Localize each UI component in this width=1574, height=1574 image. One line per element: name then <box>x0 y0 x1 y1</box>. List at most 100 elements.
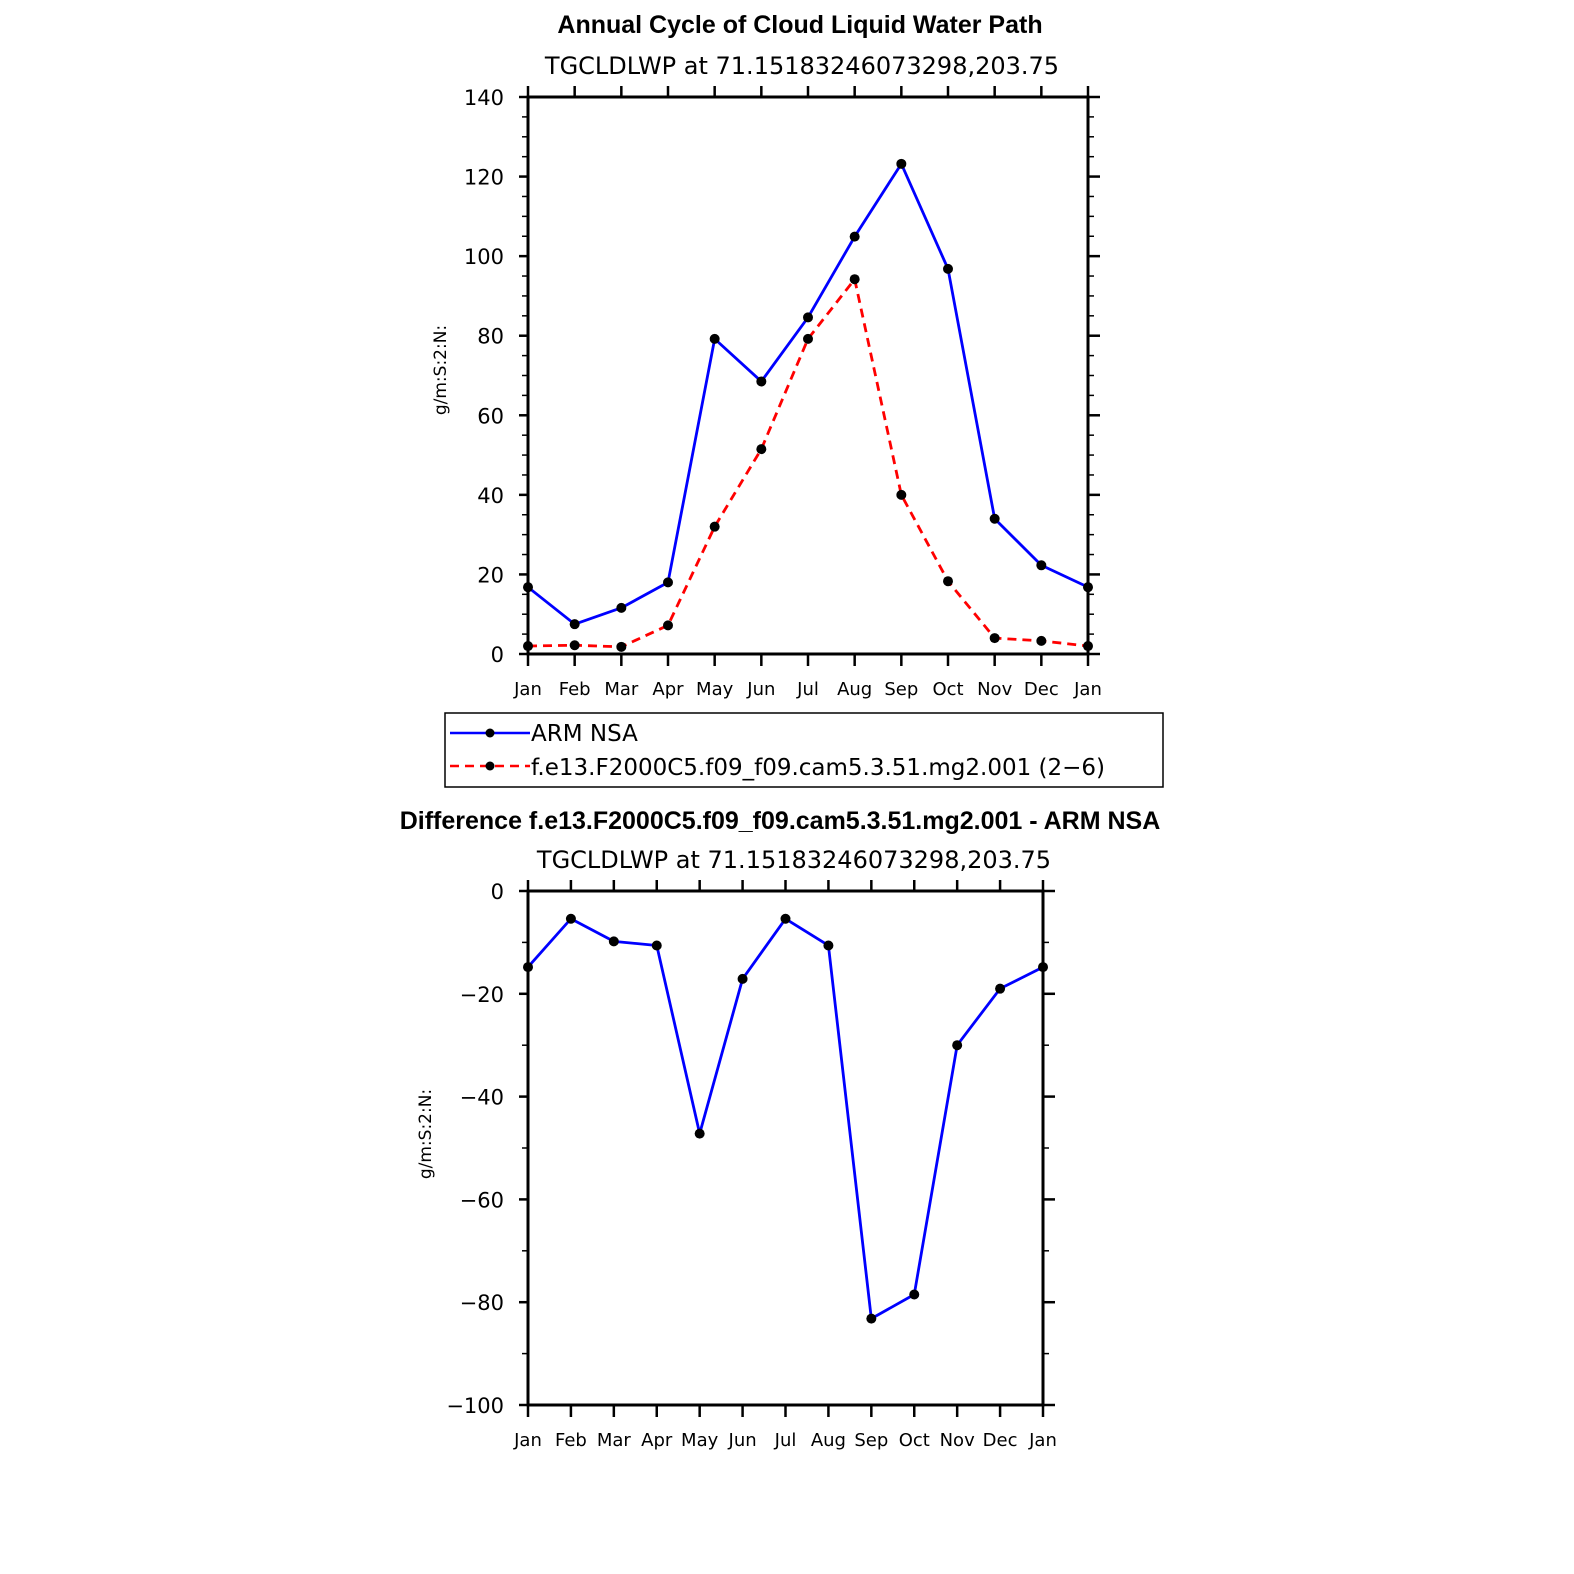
y-tick-label: 0 <box>491 880 504 904</box>
x-tick-label: Sep <box>884 679 918 700</box>
legend-label-model: f.e13.F2000C5.f09_f09.cam5.3.51.mg2.001 … <box>531 755 1105 781</box>
series-1-point <box>663 620 673 631</box>
chart-subtitle: TGCLDLWP at 71.15183246073298,203.75 <box>536 846 1051 874</box>
y-tick-label: −20 <box>460 983 504 1007</box>
x-tick-label: Nov <box>977 679 1012 700</box>
series-1-point <box>896 489 907 500</box>
series-0-point <box>803 312 813 323</box>
chart-subtitle: TGCLDLWP at 71.15183246073298,203.75 <box>544 52 1059 80</box>
plot-frame <box>526 95 1090 656</box>
series-0-point <box>995 983 1006 994</box>
legend-label-arm-nsa: ARM NSA <box>531 721 638 747</box>
series-0-point <box>849 231 860 242</box>
legend: ARM NSA f.e13.F2000C5.f09_f09.cam5.3.51.… <box>444 712 1164 788</box>
series-1-point <box>756 444 767 455</box>
x-tick-label: Jan <box>1028 1430 1057 1451</box>
x-tick-label: Apr <box>641 1430 673 1451</box>
series-0-point <box>663 577 673 588</box>
x-tick-label: Dec <box>1024 679 1059 700</box>
series-1-point <box>943 576 953 587</box>
series-0-point <box>651 940 662 951</box>
legend-frame <box>444 712 1164 788</box>
series-layer <box>523 158 1093 652</box>
series-0-point <box>866 1313 877 1324</box>
series-0-point <box>952 1040 963 1051</box>
x-tick-label: Jan <box>513 1430 542 1451</box>
y-tick-label: −80 <box>460 1291 504 1315</box>
series-0-point <box>823 940 834 951</box>
series-0-point <box>616 602 627 613</box>
x-tick-label: Jul <box>774 1430 797 1451</box>
x-tick-label: Oct <box>899 1430 930 1451</box>
x-tick-label: Feb <box>559 679 591 700</box>
series-0-point <box>943 263 953 274</box>
series-1-point <box>803 333 813 344</box>
x-tick-label: Oct <box>932 679 963 700</box>
y-tick-label: 20 <box>477 563 504 587</box>
x-tick-label: Jun <box>746 679 775 700</box>
series-line-0 <box>527 162 1089 626</box>
y-tick-label: 0 <box>491 643 504 667</box>
y-tick-label: 80 <box>477 325 504 349</box>
y-tick-label: 100 <box>464 245 504 269</box>
x-tick-label: Feb <box>555 1430 587 1451</box>
series-0-point <box>989 513 1000 524</box>
axes-frame: −100 −80 −60 −40 −20 0 Jan Feb Mar Apr May Jun Jul Au… <box>446 880 1057 1451</box>
series-line-0 <box>526 917 1044 1321</box>
series-layer <box>523 913 1048 1324</box>
series-0-point <box>608 936 619 947</box>
x-tick-label: May <box>681 1430 719 1451</box>
series-0-point <box>780 913 791 924</box>
x-tick-label: Dec <box>983 1430 1018 1451</box>
series-0-point <box>523 962 533 973</box>
series-0-point <box>756 376 767 387</box>
series-1-point <box>989 633 1000 644</box>
series-1-point <box>1083 641 1093 652</box>
x-tick-label: May <box>696 679 734 700</box>
series-0-point <box>523 582 533 593</box>
series-0-point <box>896 158 907 169</box>
series-0-point <box>569 619 580 630</box>
chart-title: Difference f.e13.F2000C5.f09_f09.cam5.3.… <box>400 807 1161 835</box>
series-0-point <box>709 333 720 344</box>
series-0-point <box>565 913 576 924</box>
series-1-point <box>523 641 533 652</box>
series-0-point <box>1038 962 1048 973</box>
y-axis-label: g/m:S:2:N: <box>416 1089 436 1179</box>
x-tick-label: Apr <box>652 679 684 700</box>
x-tick-label: Aug <box>811 1430 846 1451</box>
series-0-point <box>909 1289 920 1300</box>
series-0-point <box>1083 582 1093 593</box>
series-1-point <box>569 640 580 651</box>
y-tick-label: 120 <box>464 166 504 190</box>
x-tick-label: Aug <box>837 679 872 700</box>
axes-frame: 0 20 40 60 80 100 120 140 Jan Feb Mar Apr May Jun Jul A… <box>464 86 1102 700</box>
series-1-point <box>616 641 627 652</box>
plot-frame <box>526 889 1045 1407</box>
y-tick-label: −40 <box>460 1086 504 1110</box>
y-tick-label: −60 <box>460 1188 504 1212</box>
chart-title: Annual Cycle of Cloud Liquid Water Path <box>557 11 1042 39</box>
y-tick-label: 60 <box>477 404 504 428</box>
y-tick-label: 40 <box>477 484 504 508</box>
x-tick-label: Jul <box>796 679 819 700</box>
series-1-point <box>1036 635 1047 646</box>
x-tick-label: Mar <box>597 1430 632 1451</box>
x-tick-label: Sep <box>854 1430 888 1451</box>
y-tick-label: 140 <box>464 86 504 110</box>
series-0-point <box>694 1128 705 1139</box>
x-tick-label: Jan <box>513 679 542 700</box>
x-tick-label: Nov <box>940 1430 975 1451</box>
legend-marker-arm-nsa <box>485 728 495 738</box>
series-1-point <box>849 274 860 285</box>
y-axis-label: g/m:S:2:N: <box>431 325 451 415</box>
x-tick-label: Jan <box>1073 679 1102 700</box>
series-0-point <box>737 973 748 984</box>
legend-marker-model <box>485 761 495 771</box>
chart-annual-cycle: Annual Cycle of Cloud Liquid Water Path … <box>431 11 1102 700</box>
series-0-point <box>1036 560 1047 571</box>
x-tick-label: Mar <box>604 679 639 700</box>
series-1-point <box>709 521 720 532</box>
y-tick-label: −100 <box>446 1394 504 1418</box>
